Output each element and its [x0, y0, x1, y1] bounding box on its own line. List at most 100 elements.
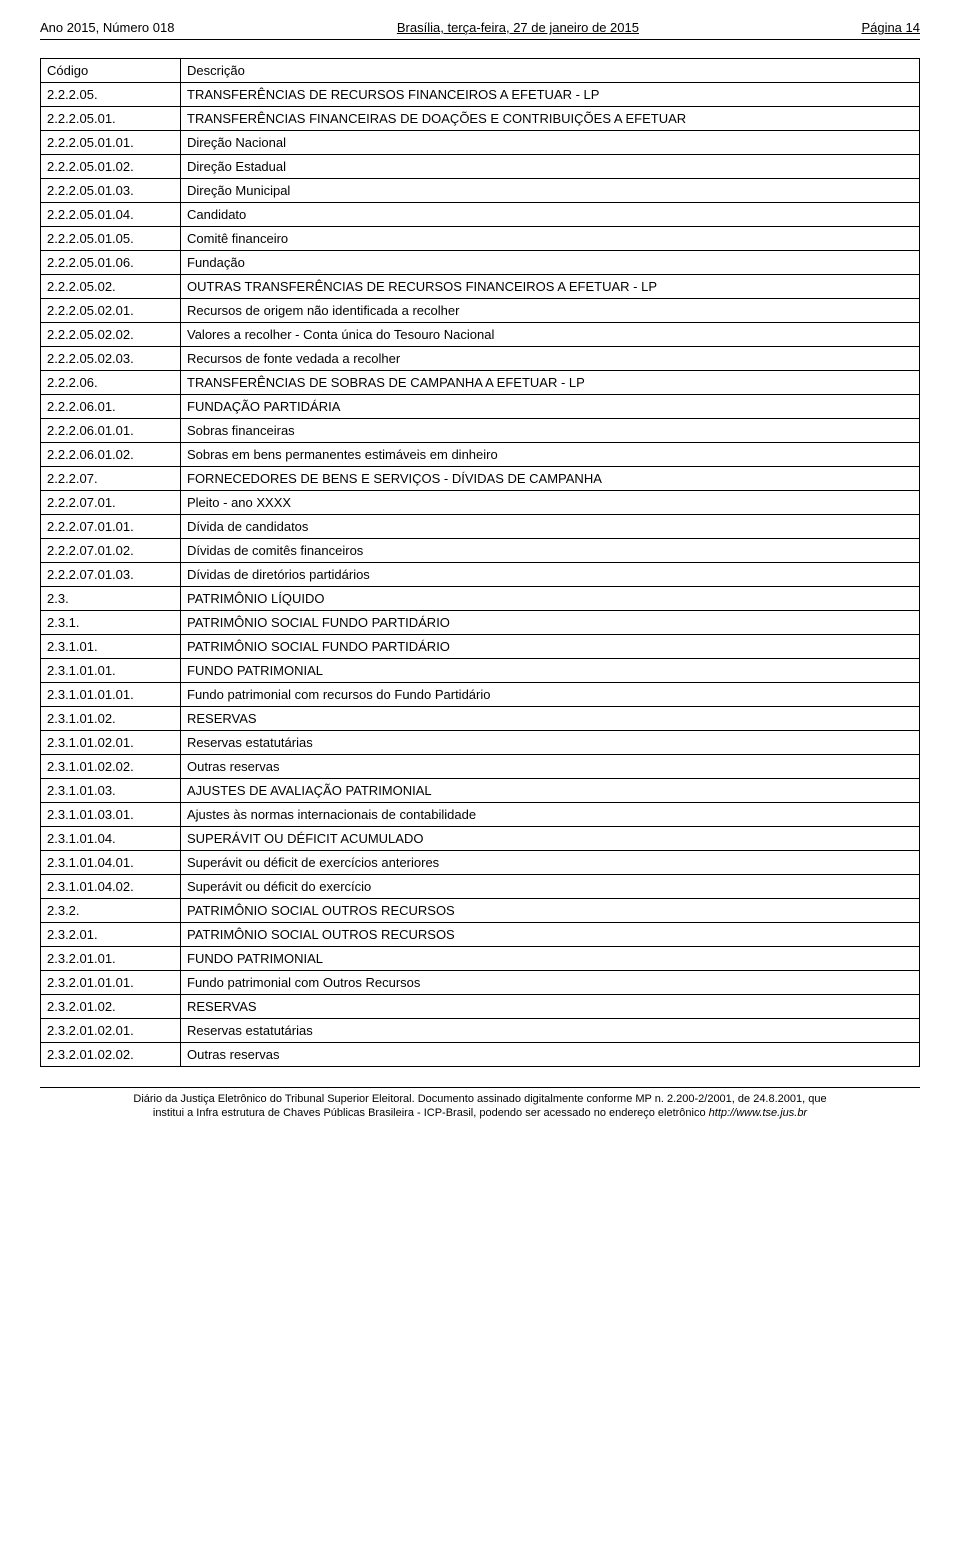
cell-desc: Direção Municipal [181, 179, 920, 203]
cell-desc: Fundo patrimonial com recursos do Fundo … [181, 683, 920, 707]
footer-line-2: institui a Infra estrutura de Chaves Púb… [40, 1106, 920, 1120]
cell-desc: Reservas estatutárias [181, 731, 920, 755]
table-row: 2.3.PATRIMÔNIO LÍQUIDO [41, 587, 920, 611]
cell-desc: Dívidas de diretórios partidários [181, 563, 920, 587]
page-footer: Diário da Justiça Eletrônico do Tribunal… [40, 1087, 920, 1121]
cell-desc: Outras reservas [181, 1043, 920, 1067]
table-row: 2.2.2.05.01.01.Direção Nacional [41, 131, 920, 155]
cell-desc: RESERVAS [181, 995, 920, 1019]
cell-code: 2.3.1.01.03.01. [41, 803, 181, 827]
table-row: 2.3.1.01.02.RESERVAS [41, 707, 920, 731]
cell-code: 2.3.1.01.04. [41, 827, 181, 851]
cell-code: 2.2.2.05.01.01. [41, 131, 181, 155]
table-row: 2.3.1.01.03.AJUSTES DE AVALIAÇÃO PATRIMO… [41, 779, 920, 803]
cell-code: 2.3.1.01.02.02. [41, 755, 181, 779]
table-row: 2.2.2.05.01.TRANSFERÊNCIAS FINANCEIRAS D… [41, 107, 920, 131]
cell-code: 2.2.2.05.01.03. [41, 179, 181, 203]
cell-code: 2.2.2.05.01.06. [41, 251, 181, 275]
table-row: 2.2.2.05.01.03.Direção Municipal [41, 179, 920, 203]
cell-desc: PATRIMÔNIO SOCIAL OUTROS RECURSOS [181, 923, 920, 947]
table-row: 2.3.1.01.02.02.Outras reservas [41, 755, 920, 779]
page-header: Ano 2015, Número 018 Brasília, terça-fei… [40, 20, 920, 35]
cell-desc: Reservas estatutárias [181, 1019, 920, 1043]
cell-desc: Outras reservas [181, 755, 920, 779]
cell-code: 2.2.2.05.01.04. [41, 203, 181, 227]
cell-code: 2.2.2.06.01.01. [41, 419, 181, 443]
table-row: 2.3.2.01.01.FUNDO PATRIMONIAL [41, 947, 920, 971]
cell-code: 2.3.2.01.02.02. [41, 1043, 181, 1067]
cell-desc: Recursos de fonte vedada a recolher [181, 347, 920, 371]
table-row: 2.3.2.01.02.RESERVAS [41, 995, 920, 1019]
cell-desc: FORNECEDORES DE BENS E SERVIÇOS - DÍVIDA… [181, 467, 920, 491]
table-row: 2.2.2.07.01.01.Dívida de candidatos [41, 515, 920, 539]
cell-desc: FUNDO PATRIMONIAL [181, 947, 920, 971]
table-row: 2.3.2.01.01.01.Fundo patrimonial com Out… [41, 971, 920, 995]
cell-desc: Valores a recolher - Conta única do Teso… [181, 323, 920, 347]
table-row: 2.2.2.05.02.02.Valores a recolher - Cont… [41, 323, 920, 347]
cell-desc: PATRIMÔNIO LÍQUIDO [181, 587, 920, 611]
cell-desc: AJUSTES DE AVALIAÇÃO PATRIMONIAL [181, 779, 920, 803]
footer-link-text: http://www.tse.jus.br [709, 1107, 807, 1119]
cell-code: 2.3.1.01.04.01. [41, 851, 181, 875]
col-header-code: Código [41, 59, 181, 83]
cell-desc: Ajustes às normas internacionais de cont… [181, 803, 920, 827]
cell-desc: Fundo patrimonial com Outros Recursos [181, 971, 920, 995]
cell-code: 2.2.2.07. [41, 467, 181, 491]
cell-desc: PATRIMÔNIO SOCIAL OUTROS RECURSOS [181, 899, 920, 923]
cell-code: 2.3.2.01. [41, 923, 181, 947]
cell-code: 2.3.2.01.02.01. [41, 1019, 181, 1043]
cell-code: 2.2.2.06.01. [41, 395, 181, 419]
cell-desc: FUNDO PATRIMONIAL [181, 659, 920, 683]
cell-code: 2.2.2.05.02.03. [41, 347, 181, 371]
cell-code: 2.3.1.01.02. [41, 707, 181, 731]
footer-line-1: Diário da Justiça Eletrônico do Tribunal… [40, 1092, 920, 1106]
table-row: 2.3.1.01.03.01.Ajustes às normas interna… [41, 803, 920, 827]
table-row: 2.2.2.05.01.06.Fundação [41, 251, 920, 275]
cell-desc: Fundação [181, 251, 920, 275]
cell-desc: Sobras em bens permanentes estimáveis em… [181, 443, 920, 467]
table-row: 2.3.2.01.PATRIMÔNIO SOCIAL OUTROS RECURS… [41, 923, 920, 947]
table-row: 2.2.2.07.01.Pleito - ano XXXX [41, 491, 920, 515]
table-row: 2.3.1.01.02.01.Reservas estatutárias [41, 731, 920, 755]
cell-desc: OUTRAS TRANSFERÊNCIAS DE RECURSOS FINANC… [181, 275, 920, 299]
cell-desc: PATRIMÔNIO SOCIAL FUNDO PARTIDÁRIO [181, 611, 920, 635]
table-row: 2.3.1.PATRIMÔNIO SOCIAL FUNDO PARTIDÁRIO [41, 611, 920, 635]
cell-code: 2.2.2.05.01.02. [41, 155, 181, 179]
cell-desc: RESERVAS [181, 707, 920, 731]
col-header-desc: Descrição [181, 59, 920, 83]
cell-code: 2.2.2.05. [41, 83, 181, 107]
cell-desc: Superávit ou déficit do exercício [181, 875, 920, 899]
cell-desc: Pleito - ano XXXX [181, 491, 920, 515]
table-row: 2.2.2.05.01.05.Comitê financeiro [41, 227, 920, 251]
table-row: 2.3.1.01.04.SUPERÁVIT OU DÉFICIT ACUMULA… [41, 827, 920, 851]
table-row: 2.2.2.07.01.03.Dívidas de diretórios par… [41, 563, 920, 587]
cell-code: 2.2.2.06.01.02. [41, 443, 181, 467]
cell-code: 2.3.1.01.04.02. [41, 875, 181, 899]
table-row: 2.2.2.05.02.03.Recursos de fonte vedada … [41, 347, 920, 371]
table-row: 2.3.2.01.02.02.Outras reservas [41, 1043, 920, 1067]
cell-desc: Recursos de origem não identificada a re… [181, 299, 920, 323]
cell-code: 2.2.2.06. [41, 371, 181, 395]
cell-desc: Direção Estadual [181, 155, 920, 179]
table-row: 2.2.2.05.01.02.Direção Estadual [41, 155, 920, 179]
footer-line-2a: institui a Infra estrutura de Chaves Púb… [153, 1107, 709, 1119]
table-row: 2.2.2.06.01.01.Sobras financeiras [41, 419, 920, 443]
cell-desc: Superávit ou déficit de exercícios anter… [181, 851, 920, 875]
cell-desc: SUPERÁVIT OU DÉFICIT ACUMULADO [181, 827, 920, 851]
table-row: 2.2.2.05.02.OUTRAS TRANSFERÊNCIAS DE REC… [41, 275, 920, 299]
cell-code: 2.2.2.07.01.02. [41, 539, 181, 563]
cell-desc: TRANSFERÊNCIAS FINANCEIRAS DE DOAÇÕES E … [181, 107, 920, 131]
cell-desc: TRANSFERÊNCIAS DE RECURSOS FINANCEIROS A… [181, 83, 920, 107]
cell-desc: Candidato [181, 203, 920, 227]
table-row: 2.2.2.05.TRANSFERÊNCIAS DE RECURSOS FINA… [41, 83, 920, 107]
cell-code: 2.3.1.01. [41, 635, 181, 659]
cell-desc: Dívidas de comitês financeiros [181, 539, 920, 563]
table-row: 2.2.2.07.01.02.Dívidas de comitês financ… [41, 539, 920, 563]
table-row: 2.2.2.06.TRANSFERÊNCIAS DE SOBRAS DE CAM… [41, 371, 920, 395]
header-rule [40, 39, 920, 40]
table-row: 2.2.2.06.01.02.Sobras em bens permanente… [41, 443, 920, 467]
codes-table: Código Descrição 2.2.2.05.TRANSFERÊNCIAS… [40, 58, 920, 1067]
header-right: Página 14 [861, 20, 920, 35]
table-row: 2.3.1.01.PATRIMÔNIO SOCIAL FUNDO PARTIDÁ… [41, 635, 920, 659]
table-row: 2.3.1.01.04.02.Superávit ou déficit do e… [41, 875, 920, 899]
